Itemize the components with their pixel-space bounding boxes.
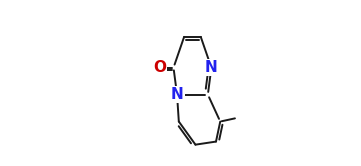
Text: O: O bbox=[153, 60, 166, 75]
Text: N: N bbox=[171, 87, 183, 102]
Text: N: N bbox=[205, 60, 218, 75]
